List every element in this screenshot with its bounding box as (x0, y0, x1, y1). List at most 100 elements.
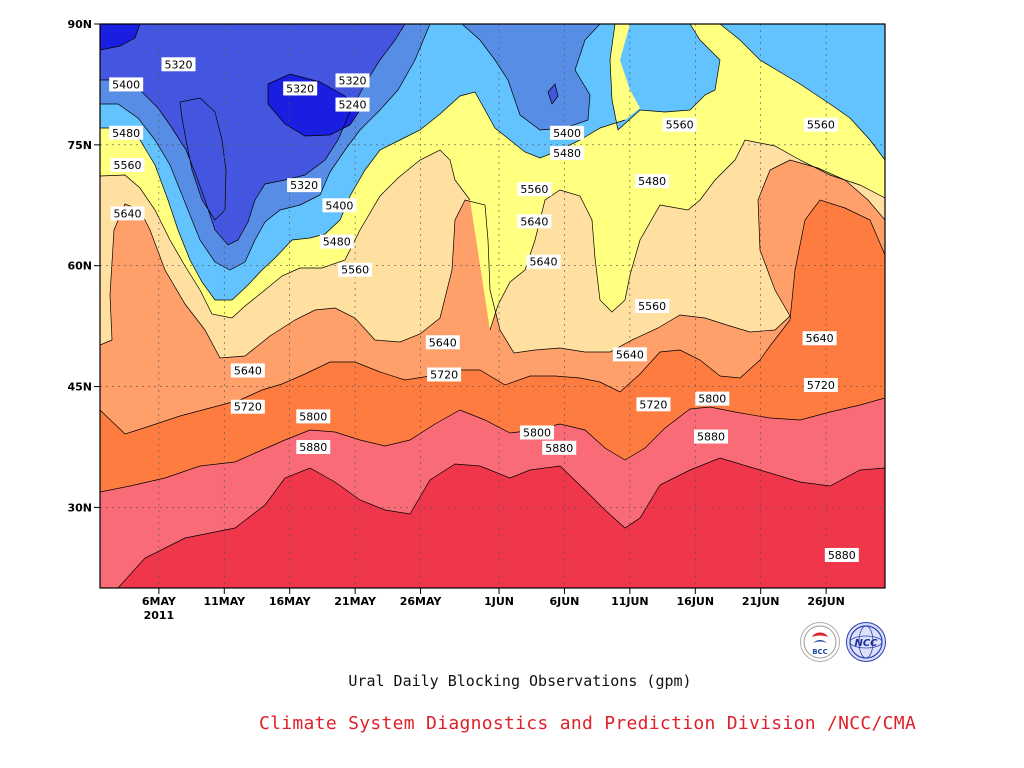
plot-frame (99, 23, 886, 589)
grid-lines (100, 23, 885, 588)
contour-label-bg-17 (803, 117, 838, 132)
contour-label-bg-28 (803, 377, 838, 392)
contour-label-2: 5320 (339, 74, 367, 87)
contour-label-20: 5640 (429, 336, 457, 349)
x-tick-label-4: 26MAY (400, 595, 443, 608)
x-tick-label-6: 6JUN (550, 595, 580, 608)
contour-label-bg-8 (109, 125, 144, 140)
contour-label-bg-15 (662, 117, 697, 132)
y-tick-label-4: 30N (67, 501, 92, 514)
contour-label-9: 5480 (323, 236, 351, 249)
contour-label-1: 5320 (286, 82, 314, 95)
contour-label-bg-13 (338, 262, 373, 277)
contour-label-bg-12 (110, 158, 145, 172)
contour-label-bg-7 (550, 125, 585, 140)
contour-label-30: 5800 (523, 426, 551, 439)
contour-label-bg-22 (526, 254, 561, 269)
contour-label-bg-23 (612, 347, 647, 362)
contour-label-bg-20 (425, 335, 460, 350)
contour-labels: 5320 5320 5320 5240 5320 5400 5400 5400 5480 5480… (109, 57, 859, 562)
contour-label-bg-25 (230, 399, 265, 414)
x-tick-label-9: 21JUN (742, 595, 780, 608)
contour-label-32: 5880 (299, 441, 327, 454)
y-tick-label-3: 45N (67, 381, 92, 394)
y-axis-ticks: 90N 75N 60N 45N 30N (67, 18, 100, 514)
contour-label-bg-16 (635, 299, 670, 313)
contour-label-17: 5560 (807, 119, 835, 132)
contour-label-bg-2 (335, 73, 370, 88)
contour-label-16: 5560 (638, 300, 666, 313)
credit-line: Climate System Diagnostics and Predictio… (259, 713, 917, 734)
contour-label-25: 5720 (234, 401, 262, 414)
contour-label-27: 5720 (639, 398, 667, 411)
contour-label-11: 5480 (638, 175, 666, 188)
y-tick-label-0: 90N (67, 18, 92, 31)
contour-label-23: 5640 (616, 348, 644, 361)
contour-label-bg-26 (427, 367, 462, 382)
contour-label-3: 5240 (339, 99, 367, 112)
contour-label-bg-32 (296, 440, 331, 454)
x-tick-label-10: 26JUN (807, 595, 845, 608)
contour-label-bg-31 (695, 391, 730, 406)
contour-label-bg-10 (550, 145, 585, 160)
contour-label-19: 5640 (234, 364, 262, 377)
contour-label-10: 5480 (553, 147, 581, 160)
contour-label-bg-29 (296, 409, 331, 424)
contour-label-bg-11 (635, 174, 670, 189)
contour-label-21: 5640 (520, 215, 548, 228)
x-tick-label-3: 21MAY (334, 595, 377, 608)
contour-label-bg-35 (824, 547, 859, 562)
plot-caption: Ural Daily Blocking Observations (gpm) (348, 672, 692, 690)
contour-label-bg-9 (319, 234, 354, 249)
contour-label-15: 5560 (666, 119, 694, 132)
contour-label-24: 5640 (806, 332, 834, 345)
contour-label-33: 5880 (545, 442, 573, 455)
svg-text:BCC: BCC (812, 648, 828, 656)
svg-text:NCC: NCC (854, 638, 878, 649)
contour-label-bg-4 (287, 178, 322, 193)
contour-label-5: 5400 (112, 78, 140, 91)
x-tick-label-5: 1JUN (484, 595, 514, 608)
x-tick-label-0: 6MAY (142, 595, 177, 608)
contour-label-bg-3 (335, 97, 370, 112)
bcc-logo-icon: BCC (800, 622, 840, 662)
x-tick-sublabel-0: 2011 (144, 609, 175, 622)
region-5240-5320-inner (180, 98, 226, 220)
contour-label-26: 5720 (430, 368, 458, 381)
contour-label-8: 5480 (112, 127, 140, 140)
y-tick-label-1: 75N (67, 139, 92, 152)
contour-label-6: 5400 (325, 199, 353, 212)
contour-fill-layer (100, 24, 885, 588)
contour-label-0: 5320 (165, 58, 193, 71)
x-tick-label-8: 16JUN (677, 595, 715, 608)
contour-label-bg-27 (636, 397, 671, 412)
contour-label-bg-14 (517, 182, 552, 197)
y-tick-label-2: 60N (67, 260, 92, 273)
contour-label-bg-34 (693, 429, 728, 444)
contour-label-29: 5800 (299, 410, 327, 423)
contour-label-18: 5640 (113, 207, 141, 220)
contour-label-28: 5720 (807, 379, 835, 392)
contour-label-35: 5880 (828, 549, 856, 562)
contour-label-bg-18 (110, 206, 145, 221)
contour-label-bg-6 (322, 198, 357, 213)
contour-label-bg-1 (283, 81, 318, 96)
contour-lines (100, 24, 885, 588)
contour-label-4: 5320 (290, 179, 318, 192)
contour-label-22: 5640 (530, 256, 558, 269)
contour-label-bg-5 (109, 77, 144, 92)
x-tick-label-7: 11JUN (611, 595, 649, 608)
x-tick-label-1: 11MAY (203, 595, 246, 608)
contour-label-12: 5560 (113, 159, 141, 172)
contour-label-7: 5400 (553, 127, 581, 140)
contour-label-34: 5880 (697, 431, 725, 444)
contour-label-bg-0 (161, 57, 196, 72)
contour-label-14: 5560 (520, 183, 548, 196)
ncc-logo-icon: NCC (846, 622, 886, 662)
x-tick-label-2: 16MAY (269, 595, 312, 608)
region-below-5240 (100, 24, 360, 136)
contour-label-bg-24 (802, 331, 837, 346)
contour-label-bg-33 (542, 440, 577, 455)
